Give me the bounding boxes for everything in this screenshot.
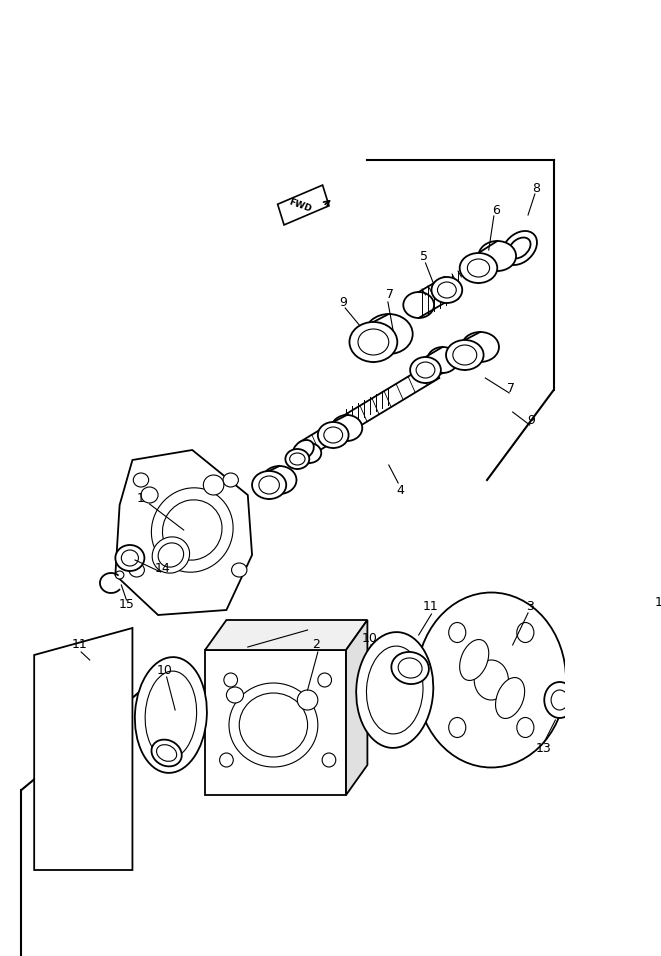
Ellipse shape xyxy=(151,488,233,573)
Ellipse shape xyxy=(227,687,243,703)
Ellipse shape xyxy=(262,466,297,494)
Ellipse shape xyxy=(496,678,525,719)
Ellipse shape xyxy=(356,632,434,748)
Ellipse shape xyxy=(416,362,435,378)
Ellipse shape xyxy=(446,340,484,370)
Text: 7: 7 xyxy=(385,289,393,301)
Text: 10: 10 xyxy=(157,663,173,677)
Text: 11: 11 xyxy=(423,600,438,614)
Text: 6: 6 xyxy=(492,204,500,216)
Ellipse shape xyxy=(122,550,138,566)
FancyBboxPatch shape xyxy=(278,185,329,225)
Ellipse shape xyxy=(517,622,534,642)
Ellipse shape xyxy=(391,652,429,684)
Text: 7: 7 xyxy=(507,381,515,395)
Ellipse shape xyxy=(229,683,318,767)
Ellipse shape xyxy=(544,682,575,718)
Ellipse shape xyxy=(286,449,309,469)
Ellipse shape xyxy=(453,345,477,365)
Text: 14: 14 xyxy=(155,561,171,575)
Ellipse shape xyxy=(158,543,184,567)
Ellipse shape xyxy=(318,422,348,448)
Text: 9: 9 xyxy=(340,295,348,309)
Text: 3: 3 xyxy=(525,600,533,614)
Ellipse shape xyxy=(358,329,389,355)
Ellipse shape xyxy=(152,537,190,574)
Ellipse shape xyxy=(163,500,222,560)
Ellipse shape xyxy=(318,673,332,687)
Ellipse shape xyxy=(324,427,342,443)
Ellipse shape xyxy=(134,473,149,487)
Ellipse shape xyxy=(116,571,124,579)
Ellipse shape xyxy=(322,753,336,767)
Ellipse shape xyxy=(461,332,499,362)
Polygon shape xyxy=(205,620,368,650)
Ellipse shape xyxy=(135,657,207,772)
Ellipse shape xyxy=(141,487,158,503)
Ellipse shape xyxy=(459,253,497,283)
Ellipse shape xyxy=(474,660,508,700)
Ellipse shape xyxy=(365,314,412,354)
Polygon shape xyxy=(116,450,252,615)
Ellipse shape xyxy=(366,646,423,734)
Text: 11: 11 xyxy=(71,639,87,651)
Text: 5: 5 xyxy=(420,250,428,263)
Ellipse shape xyxy=(449,718,466,737)
Text: FWD: FWD xyxy=(288,198,313,214)
Ellipse shape xyxy=(252,471,286,499)
Ellipse shape xyxy=(297,443,321,463)
Ellipse shape xyxy=(116,545,144,571)
Ellipse shape xyxy=(459,640,488,681)
Ellipse shape xyxy=(350,322,397,362)
Ellipse shape xyxy=(239,693,307,757)
Ellipse shape xyxy=(517,718,534,737)
Ellipse shape xyxy=(332,415,362,441)
Ellipse shape xyxy=(290,453,305,465)
Ellipse shape xyxy=(551,690,568,710)
Ellipse shape xyxy=(145,671,196,759)
Ellipse shape xyxy=(231,563,247,577)
Ellipse shape xyxy=(223,473,239,487)
Polygon shape xyxy=(346,620,368,795)
Ellipse shape xyxy=(297,690,318,710)
Ellipse shape xyxy=(467,259,490,277)
Text: 15: 15 xyxy=(118,598,134,612)
Ellipse shape xyxy=(398,658,422,678)
Ellipse shape xyxy=(479,241,516,271)
Ellipse shape xyxy=(293,440,314,460)
Ellipse shape xyxy=(410,357,441,383)
Ellipse shape xyxy=(129,563,144,577)
Ellipse shape xyxy=(449,622,466,642)
Ellipse shape xyxy=(416,593,566,768)
Text: 9: 9 xyxy=(527,414,535,426)
Ellipse shape xyxy=(219,753,233,767)
Text: 4: 4 xyxy=(396,484,404,496)
Ellipse shape xyxy=(508,237,531,258)
Text: 13: 13 xyxy=(535,742,551,754)
Ellipse shape xyxy=(432,277,462,303)
Ellipse shape xyxy=(403,292,434,318)
Ellipse shape xyxy=(438,282,456,298)
Ellipse shape xyxy=(224,673,237,687)
Ellipse shape xyxy=(151,740,182,767)
Polygon shape xyxy=(34,628,132,870)
Text: 10: 10 xyxy=(361,632,377,644)
Polygon shape xyxy=(205,650,346,795)
Ellipse shape xyxy=(427,347,458,373)
Text: 2: 2 xyxy=(312,639,320,651)
Text: 8: 8 xyxy=(533,182,541,194)
Ellipse shape xyxy=(502,231,537,265)
Text: 1: 1 xyxy=(137,491,145,505)
Ellipse shape xyxy=(259,476,280,494)
Text: 12: 12 xyxy=(654,596,661,609)
Ellipse shape xyxy=(157,745,176,761)
Ellipse shape xyxy=(204,475,224,495)
